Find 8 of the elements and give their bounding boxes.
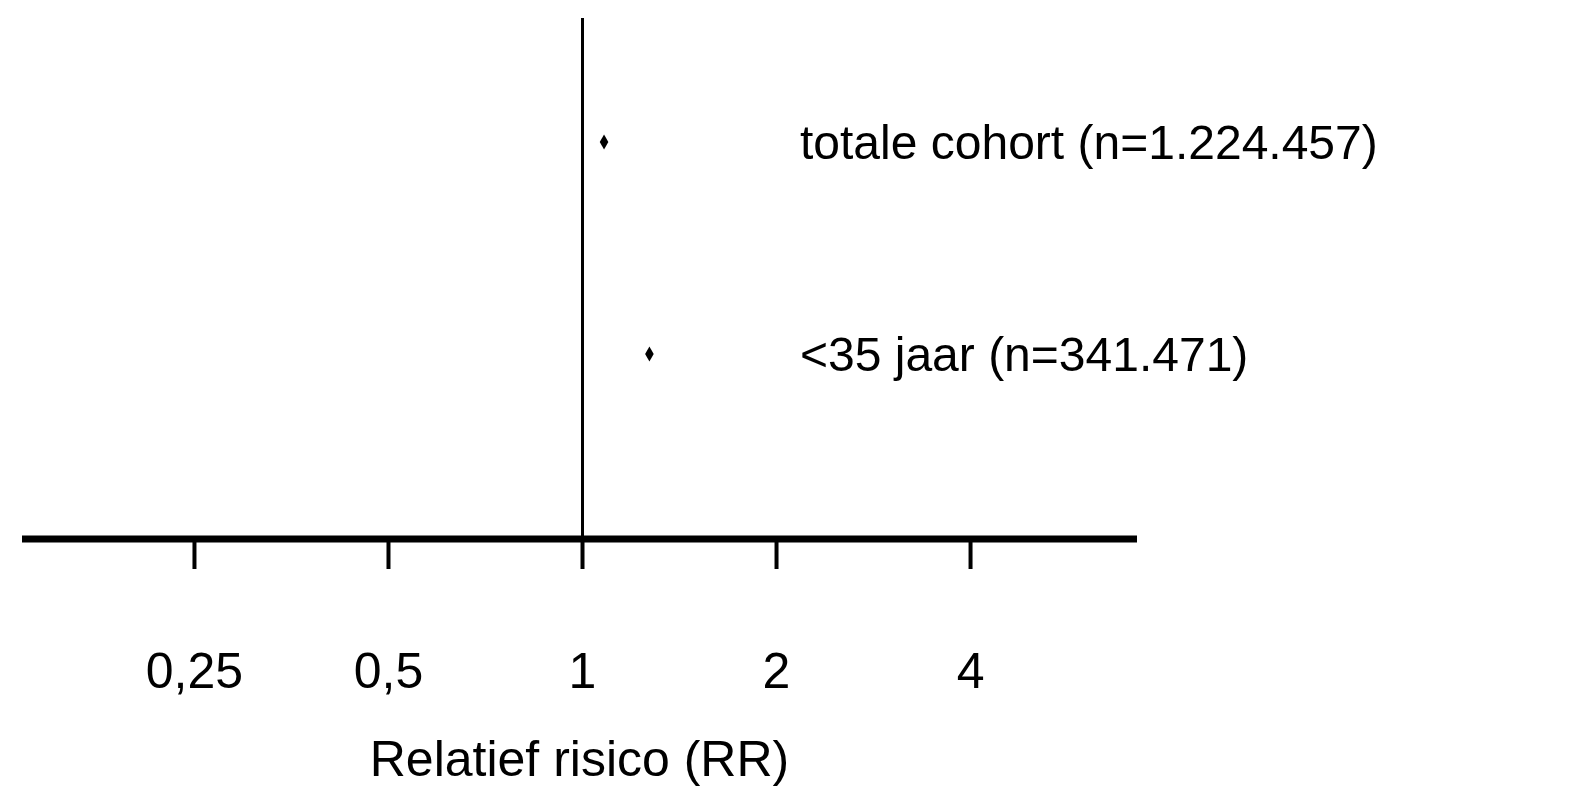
x-tick-label: 0,25 [145,643,244,699]
y-tick-label: <35 jaar (n=341.471) [800,327,1249,381]
x-tick-label: 2 [762,643,791,699]
x-tick-label: 4 [956,643,985,699]
y-tick-label: totale cohort (n=1.224.457) [800,116,1378,169]
x-tick-label: 0,5 [353,643,424,699]
x-axis-title: Relatief risico (RR) [369,731,790,787]
x-tick-label: 1 [568,643,597,699]
